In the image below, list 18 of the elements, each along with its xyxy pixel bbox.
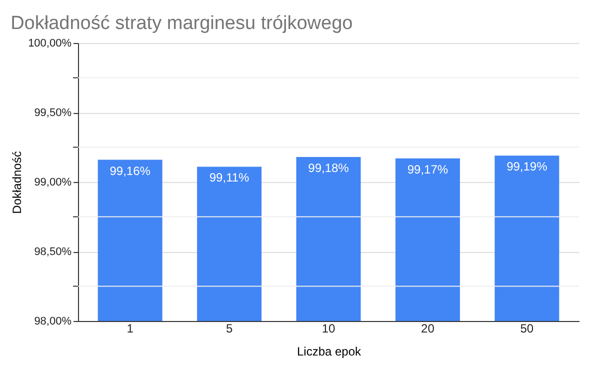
y-tick-label: 98,00% — [34, 316, 72, 328]
x-tick-label: 10 — [322, 322, 336, 336]
y-tick-label: 99,00% — [34, 176, 72, 188]
x-tick-label: 50 — [520, 322, 534, 336]
y-tick-label: 99,50% — [34, 107, 72, 119]
data-label: 99,19% — [506, 160, 548, 174]
y-tick-label: 100,00% — [28, 38, 72, 50]
data-label: 99,17% — [407, 162, 448, 176]
x-tick-label: 20 — [421, 322, 435, 336]
chart-title: Dokładność straty marginesu trójkowego — [10, 13, 353, 34]
y-tick-label: 98,50% — [34, 246, 72, 258]
data-label: 99,11% — [209, 170, 250, 185]
x-tick-label: 1 — [126, 322, 134, 336]
y-axis-title: Dokładność — [10, 151, 24, 214]
x-tick-label: 5 — [226, 322, 233, 336]
data-label: 99,18% — [308, 160, 350, 175]
data-label: 99,16% — [110, 164, 151, 178]
x-axis-title: Liczba epok — [296, 344, 362, 358]
